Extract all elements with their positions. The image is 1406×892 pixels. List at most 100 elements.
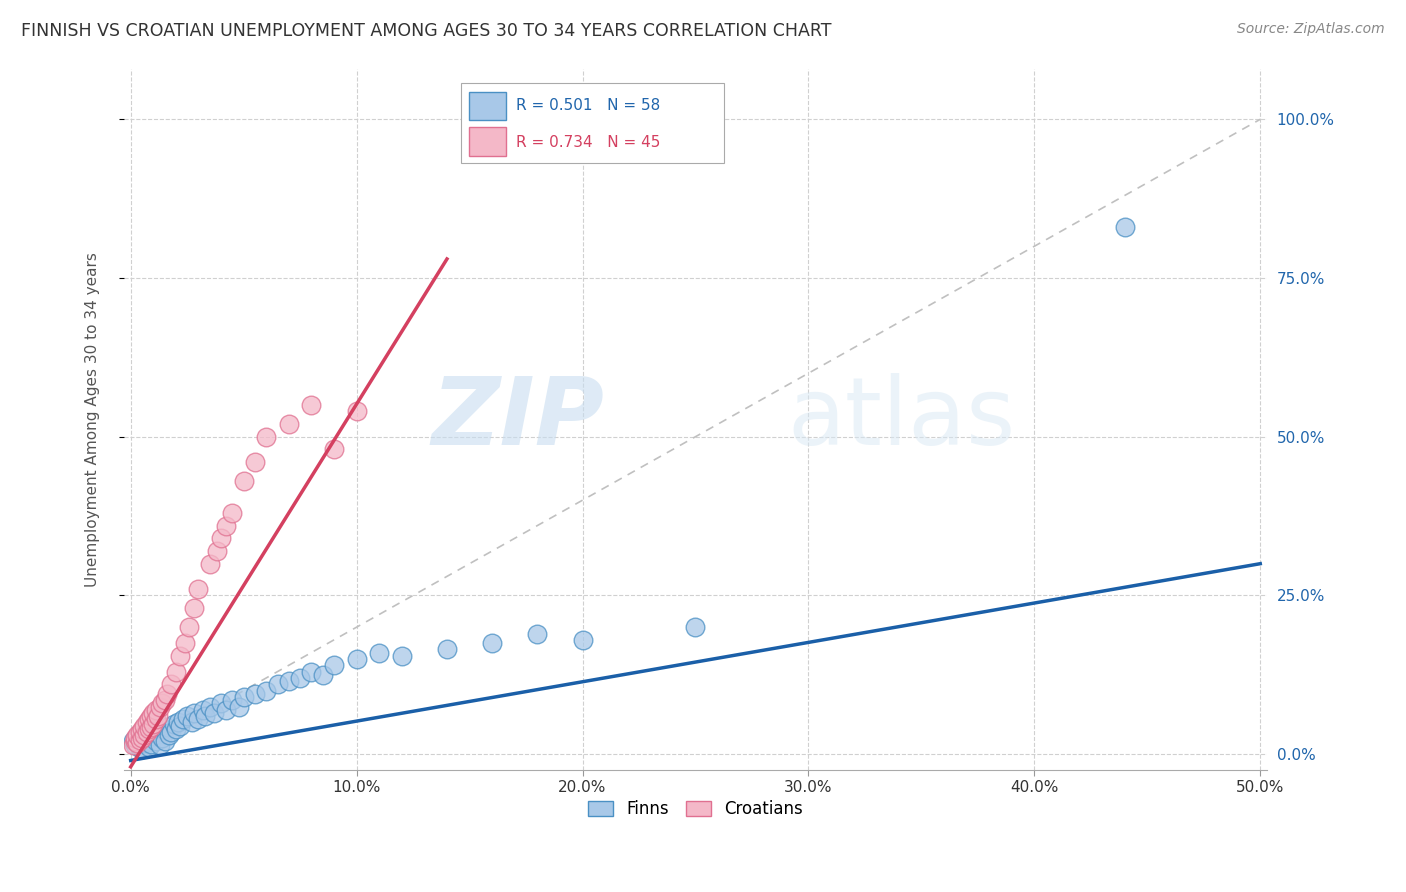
Point <box>202 706 225 720</box>
Point <box>124 734 146 748</box>
FancyBboxPatch shape <box>470 128 506 155</box>
Point <box>127 728 149 742</box>
Point <box>266 677 288 691</box>
Point <box>160 677 183 691</box>
Point <box>139 709 162 723</box>
Point <box>150 731 173 746</box>
Point <box>131 722 153 736</box>
Y-axis label: Unemployment Among Ages 30 to 34 years: Unemployment Among Ages 30 to 34 years <box>86 252 100 587</box>
Point <box>135 725 157 739</box>
Point <box>436 642 458 657</box>
Point <box>187 582 209 596</box>
Point <box>277 417 299 431</box>
Point <box>205 544 228 558</box>
Point <box>165 665 187 679</box>
Point <box>243 687 266 701</box>
Text: R = 0.501   N = 58: R = 0.501 N = 58 <box>516 98 661 113</box>
Point <box>232 474 254 488</box>
Point <box>214 703 236 717</box>
Point <box>149 718 172 732</box>
Point <box>162 716 184 731</box>
Point <box>214 518 236 533</box>
Point <box>153 693 176 707</box>
Text: FINNISH VS CROATIAN UNEMPLOYMENT AMONG AGES 30 TO 34 YEARS CORRELATION CHART: FINNISH VS CROATIAN UNEMPLOYMENT AMONG A… <box>21 22 831 40</box>
Point <box>149 699 172 714</box>
FancyBboxPatch shape <box>461 83 724 163</box>
Point <box>149 738 172 752</box>
Point <box>134 718 156 732</box>
Point <box>134 728 156 742</box>
Point <box>134 736 156 750</box>
FancyBboxPatch shape <box>470 92 506 120</box>
Point <box>1114 220 1136 235</box>
Point <box>145 712 167 726</box>
Point <box>172 712 194 726</box>
Point <box>131 742 153 756</box>
Point <box>145 734 167 748</box>
Point <box>169 648 191 663</box>
Point <box>346 652 368 666</box>
Point <box>145 703 167 717</box>
Point <box>183 706 205 720</box>
Point <box>176 709 198 723</box>
Point <box>243 455 266 469</box>
Text: Source: ZipAtlas.com: Source: ZipAtlas.com <box>1237 22 1385 37</box>
Point <box>150 696 173 710</box>
Point <box>156 687 179 701</box>
Point <box>138 739 160 754</box>
Text: R = 0.734   N = 45: R = 0.734 N = 45 <box>516 135 661 150</box>
Point <box>312 667 335 681</box>
Point <box>179 620 201 634</box>
Point <box>194 709 217 723</box>
Point <box>167 715 190 730</box>
Point <box>187 712 209 726</box>
Point <box>288 671 311 685</box>
Point <box>228 699 250 714</box>
Point <box>146 727 169 741</box>
Point <box>127 731 149 746</box>
Point <box>142 716 165 731</box>
Point <box>481 636 503 650</box>
Point <box>128 725 150 739</box>
Point <box>131 728 153 742</box>
Point <box>138 712 160 726</box>
Point <box>122 738 145 752</box>
Point <box>254 430 277 444</box>
Point <box>142 706 165 720</box>
Point <box>368 646 391 660</box>
Point <box>138 725 160 739</box>
Point <box>198 699 221 714</box>
Point <box>571 632 593 647</box>
Point <box>209 531 232 545</box>
Point <box>685 620 707 634</box>
Point <box>157 728 180 742</box>
Legend: Finns, Croatians: Finns, Croatians <box>582 794 810 825</box>
Point <box>142 722 165 736</box>
Point <box>254 683 277 698</box>
Point <box>526 626 548 640</box>
Point <box>180 715 202 730</box>
Point <box>128 740 150 755</box>
Point <box>139 721 162 735</box>
Point <box>146 709 169 723</box>
Point <box>135 715 157 730</box>
Point <box>174 636 197 650</box>
Point <box>131 731 153 746</box>
Point <box>209 696 232 710</box>
Point <box>153 734 176 748</box>
Point <box>169 718 191 732</box>
Point <box>135 733 157 747</box>
Point <box>142 730 165 744</box>
Point <box>139 737 162 751</box>
Point <box>221 506 243 520</box>
Point <box>191 703 214 717</box>
Point <box>122 734 145 748</box>
Point <box>124 731 146 746</box>
Point <box>128 733 150 747</box>
Point <box>221 693 243 707</box>
Point <box>323 442 346 457</box>
Point <box>391 648 413 663</box>
Text: ZIP: ZIP <box>432 373 605 466</box>
Point <box>153 723 176 737</box>
Point <box>323 658 346 673</box>
